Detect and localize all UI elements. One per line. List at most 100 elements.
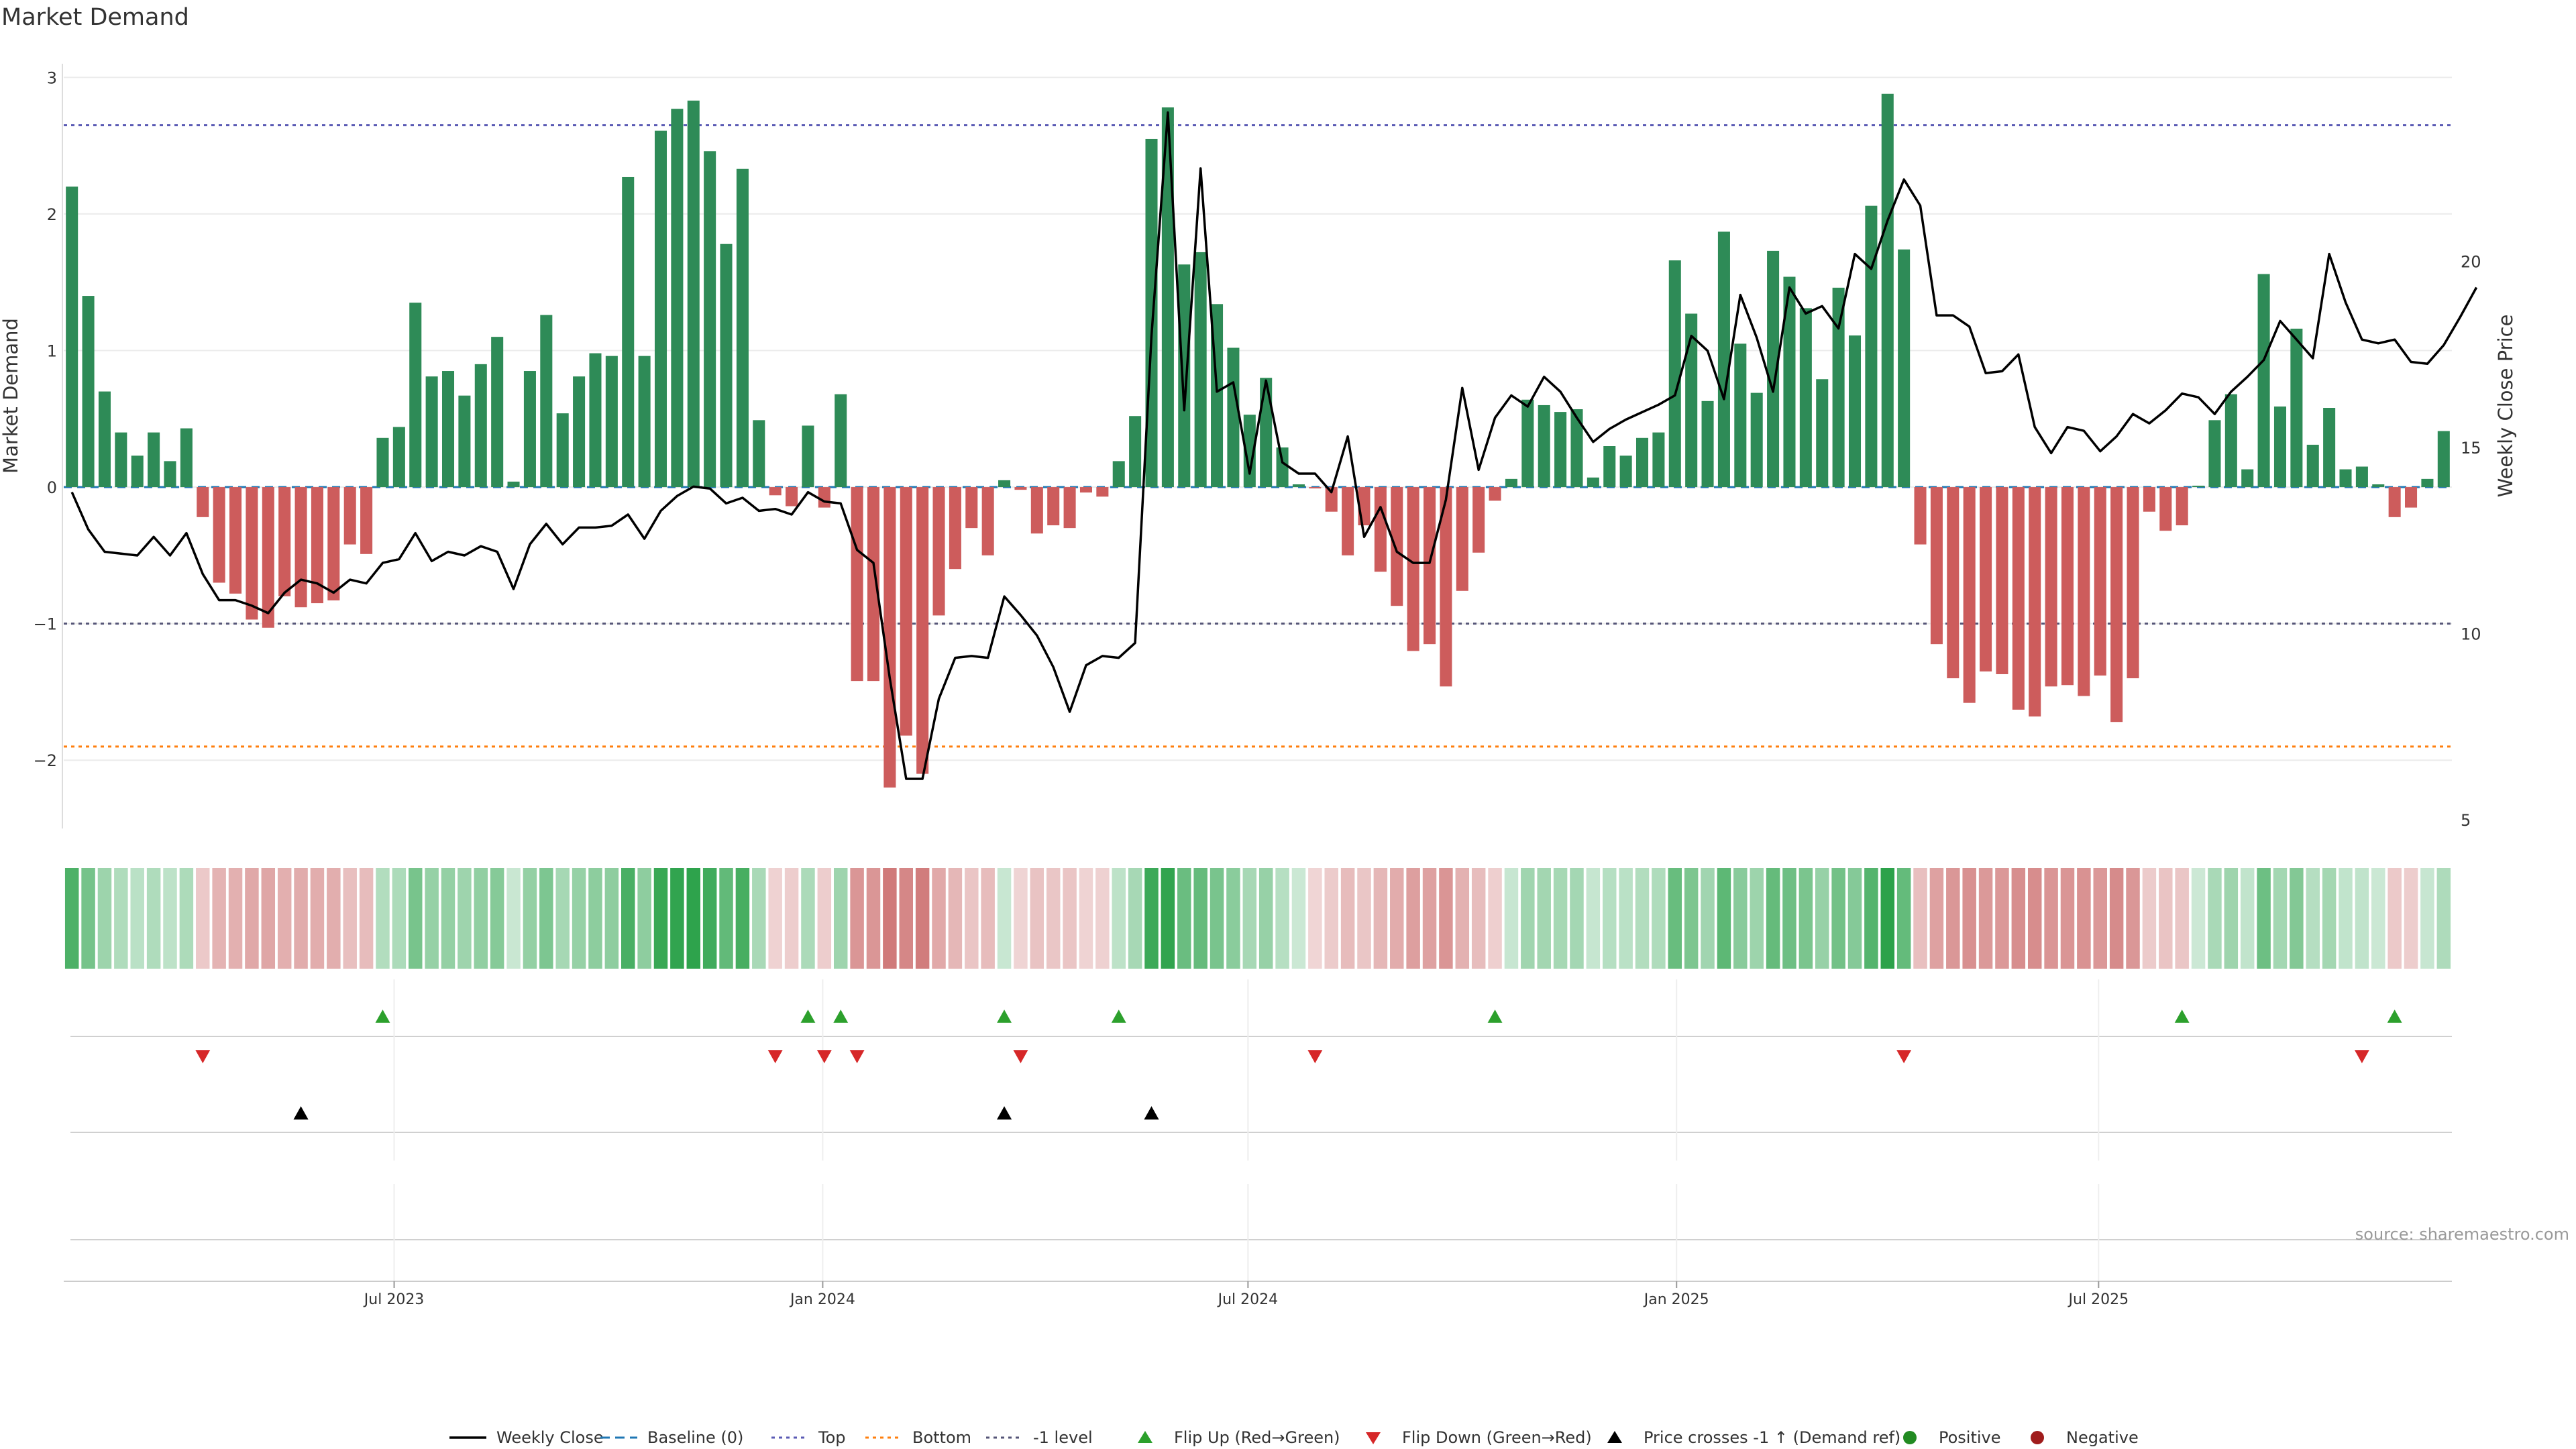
demand-bar <box>1603 446 1616 488</box>
demand-bar <box>262 487 274 628</box>
demand-bar <box>1914 487 1927 545</box>
flip-down-marker <box>849 1050 865 1063</box>
demand-bar <box>2078 487 2090 696</box>
heat-cell <box>735 868 750 969</box>
demand-bar <box>294 487 307 608</box>
heat-cell <box>327 868 341 969</box>
heat-cell <box>817 868 832 969</box>
heat-cell <box>2387 868 2402 969</box>
demand-bar <box>2143 487 2155 512</box>
heat-cell <box>1750 868 1764 969</box>
heat-cell <box>1504 868 1519 969</box>
demand-bar <box>66 186 78 488</box>
flip-up-marker <box>997 1010 1012 1023</box>
y-tick-left: 0 <box>47 478 57 497</box>
demand-bar <box>376 437 389 488</box>
heat-cell <box>784 868 799 969</box>
heat-cell <box>1521 868 1535 969</box>
demand-bar <box>687 100 700 488</box>
legend-item: Negative <box>2031 1428 2139 1447</box>
price-cross-marker <box>293 1106 309 1120</box>
y-tick-right: 10 <box>2461 625 2481 644</box>
legend-item: Baseline (0) <box>600 1428 743 1447</box>
demand-bar <box>1538 405 1550 488</box>
heat-cell <box>2044 868 2058 969</box>
demand-bar <box>2045 487 2057 687</box>
demand-bar <box>474 364 487 488</box>
heat-cell <box>1733 868 1748 969</box>
flip-up-marker <box>2174 1010 2190 1023</box>
heat-cell <box>2290 868 2304 969</box>
heat-cell <box>1831 868 1845 969</box>
reference-lines <box>64 124 2452 748</box>
heat-cell <box>588 868 602 969</box>
heat-cell <box>2077 868 2091 969</box>
y-tick-right: 20 <box>2461 253 2481 272</box>
demand-bar <box>343 487 356 545</box>
heat-cell <box>441 868 455 969</box>
demand-bar <box>1930 487 1943 645</box>
demand-bar <box>2012 487 2025 710</box>
legend-swatch-circle <box>2031 1431 2044 1444</box>
demand-bar <box>1980 487 1992 672</box>
demand-bar <box>311 487 323 604</box>
heat-cell <box>1308 868 1322 969</box>
heat-cell <box>604 868 619 969</box>
legend-label: Negative <box>2066 1428 2139 1447</box>
price-cross-marker <box>1144 1106 1159 1120</box>
heat-cell <box>1717 868 1731 969</box>
y-tick-left: −2 <box>34 751 57 770</box>
x-tick-label: Jul 2024 <box>1217 1291 1279 1308</box>
y-axis-left-label: Market Demand <box>0 318 22 474</box>
demand-bar <box>148 432 160 488</box>
heat-cell <box>1537 868 1551 969</box>
demand-bar <box>981 487 994 555</box>
heat-cell <box>1390 868 1404 969</box>
heat-cell <box>1668 868 1682 969</box>
demand-bar <box>1243 415 1256 488</box>
heat-cell <box>1684 868 1699 969</box>
heat-cell <box>310 868 325 969</box>
demand-bar <box>1848 335 1862 488</box>
heat-cell <box>1291 868 1306 969</box>
heat-cell <box>915 868 930 969</box>
flip-down-marker <box>1896 1050 1912 1063</box>
heat-cell <box>2191 868 2206 969</box>
demand-bar <box>2290 328 2303 488</box>
y-tick-left: 3 <box>47 68 57 87</box>
legend-swatch-triangle-up <box>1607 1431 1622 1443</box>
demand-bar <box>1619 455 1632 488</box>
heat-cell <box>1570 868 1584 969</box>
heat-cell <box>1471 868 1486 969</box>
heat-cell <box>866 868 881 969</box>
demand-bar <box>1570 409 1583 488</box>
heat-cell <box>196 868 210 969</box>
heat-cell <box>212 868 226 969</box>
axes: −2 −1 0 1 2 3 5 10 15 20 Market Demand Weekly Close… <box>0 64 2517 830</box>
demand-bar <box>2437 431 2450 488</box>
demand-bar <box>2061 487 2074 686</box>
heat-cell <box>2436 868 2451 969</box>
heat-cell <box>1488 868 1502 969</box>
heat-cell <box>1766 868 1780 969</box>
legend-label: -1 level <box>1033 1428 1093 1447</box>
demand-bar <box>2029 487 2041 717</box>
demand-bar <box>753 420 765 488</box>
demand-bar <box>1260 378 1273 488</box>
heat-cell <box>81 868 95 969</box>
heat-cell <box>883 868 897 969</box>
legend-swatch-triangle-up <box>1138 1431 1152 1443</box>
demand-bar <box>2192 486 2205 488</box>
y-tick-left: 1 <box>47 342 57 361</box>
heat-cell <box>1799 868 1813 969</box>
flip-up-marker <box>1111 1010 1126 1023</box>
demand-bar <box>736 168 749 488</box>
demand-bar <box>523 371 536 488</box>
heat-cell <box>1177 868 1191 969</box>
heat-cell <box>376 868 390 969</box>
heat-cell <box>2240 868 2255 969</box>
demand-bar <box>1407 487 1419 651</box>
heat-cell <box>932 868 946 969</box>
heat-cell <box>146 868 161 969</box>
heat-cell <box>114 868 128 969</box>
